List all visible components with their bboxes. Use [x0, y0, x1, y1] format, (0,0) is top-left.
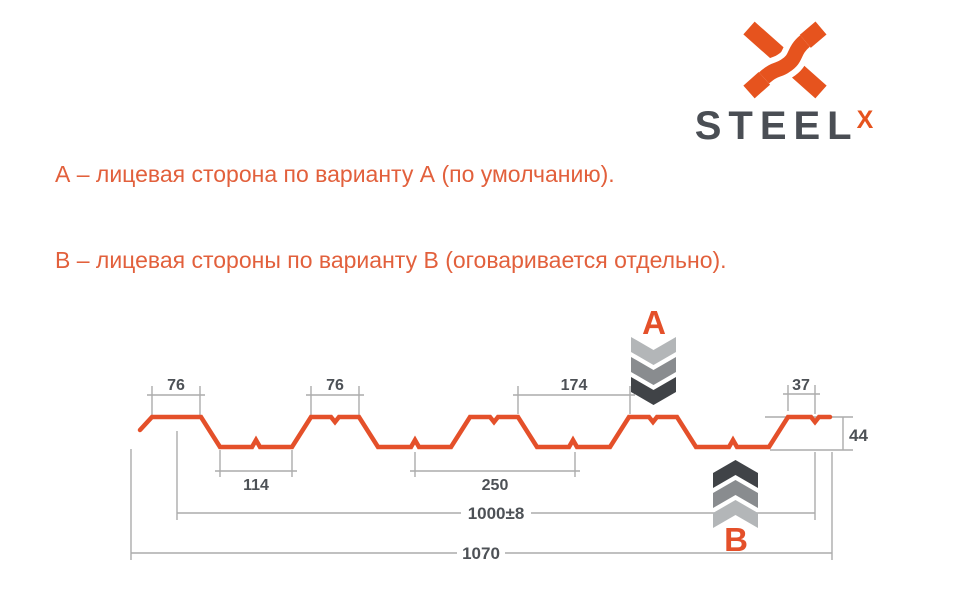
logo-wordmark: STEELX [655, 104, 915, 149]
sheet-profile [137, 414, 833, 450]
dim-label-edge-crest: 37 [792, 377, 810, 394]
note-variant-b: В – лицевая стороны по варианту В (огова… [55, 247, 727, 273]
dimension-crest2 [306, 386, 364, 415]
dimension-crest1 [147, 386, 205, 415]
variant-a-arrow-icon [631, 337, 676, 405]
dim-label-valley: 114 [243, 477, 269, 494]
logo-sup-x: X [856, 106, 874, 134]
side-a-label: А [642, 304, 666, 341]
dimension-cover-width [176, 431, 816, 520]
logo-x-icon [743, 21, 827, 99]
dimension-crest-gap [513, 386, 635, 414]
steelx-logo: STEELX [655, 20, 915, 149]
dim-label-pitch: 250 [482, 477, 509, 494]
dimension-edge-crest [783, 385, 820, 414]
dimension-valley [215, 450, 297, 477]
dimension-pitch [410, 452, 580, 477]
note-variant-a: А – лицевая сторона по варианту А (по ум… [55, 161, 615, 187]
dim-label-crest-gap: 174 [561, 377, 588, 394]
dim-label-crest1: 76 [167, 377, 185, 394]
dim-label-overall-width: 1070 [462, 544, 500, 563]
dim-label-height: 44 [849, 426, 868, 445]
variant-b-arrow-icon [713, 460, 758, 528]
dim-label-cover-width: 1000±8 [468, 504, 525, 523]
dim-label-crest2: 76 [326, 377, 344, 394]
logo-text: STEEL [694, 104, 859, 148]
side-b-label: В [724, 521, 748, 558]
dimension-overall-width [130, 449, 833, 560]
